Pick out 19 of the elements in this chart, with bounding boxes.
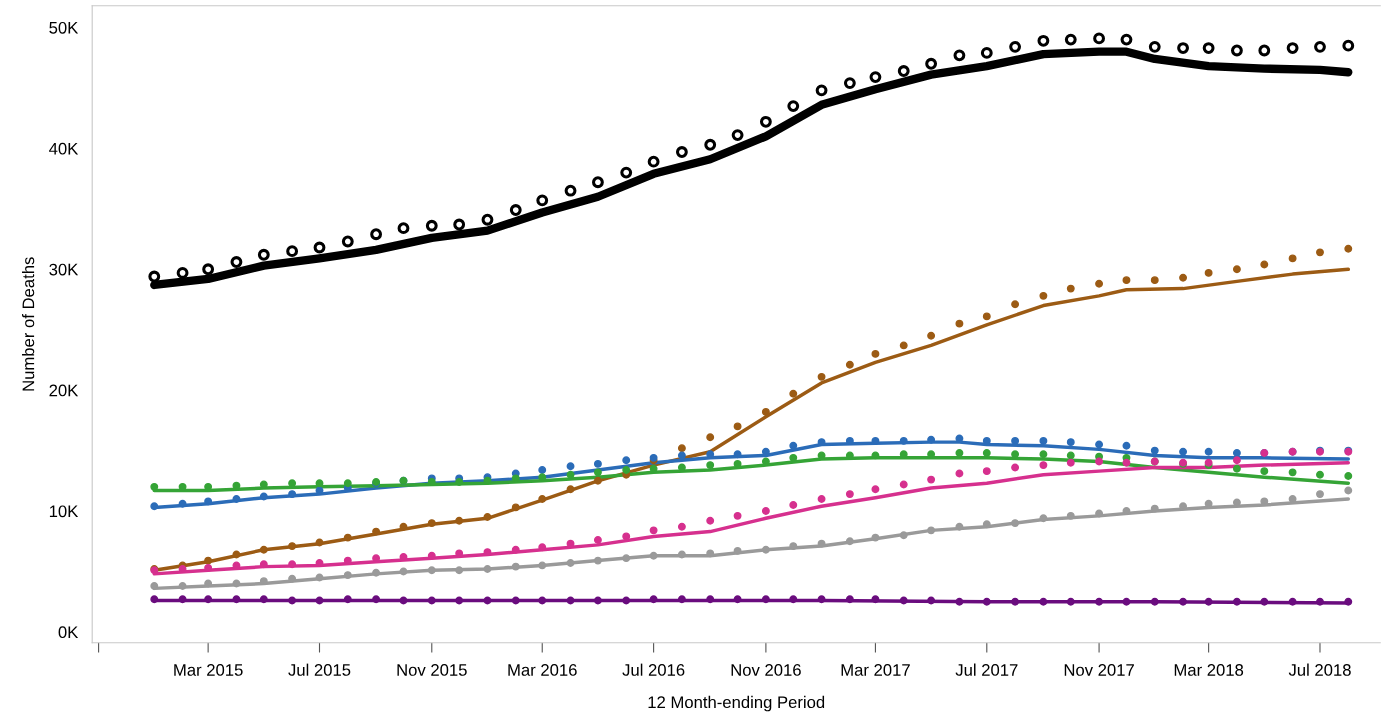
x-tick-label: Mar 2018 xyxy=(1174,664,1244,676)
x-tick-label: Nov 2016 xyxy=(731,664,801,676)
x-tick-label: Mar 2017 xyxy=(841,664,910,676)
x-axis-title: 12 Month-ending Period xyxy=(648,695,825,712)
x-tick-label: Nov 2015 xyxy=(397,664,467,676)
y-tick-label: 0K xyxy=(58,626,79,639)
y-tick-label: 10K xyxy=(49,505,79,518)
x-tick-label: Jul 2016 xyxy=(622,663,685,676)
y-tick-label: 30K xyxy=(49,263,79,276)
y-tick-label: 20K xyxy=(49,384,79,397)
x-tick-label: Mar 2016 xyxy=(508,664,577,676)
x-tick-label: Jul 2017 xyxy=(955,663,1018,676)
y-tick-label: 50K xyxy=(49,21,79,34)
x-tick-label: Nov 2017 xyxy=(1064,664,1134,676)
x-tick-label: Jul 2015 xyxy=(288,663,351,676)
y-axis-title: Number of Deaths xyxy=(22,257,35,391)
y-tick-label: 40K xyxy=(49,142,79,155)
x-tick-label: Mar 2015 xyxy=(174,664,243,676)
x-tick-label: Jul 2018 xyxy=(1288,663,1351,676)
